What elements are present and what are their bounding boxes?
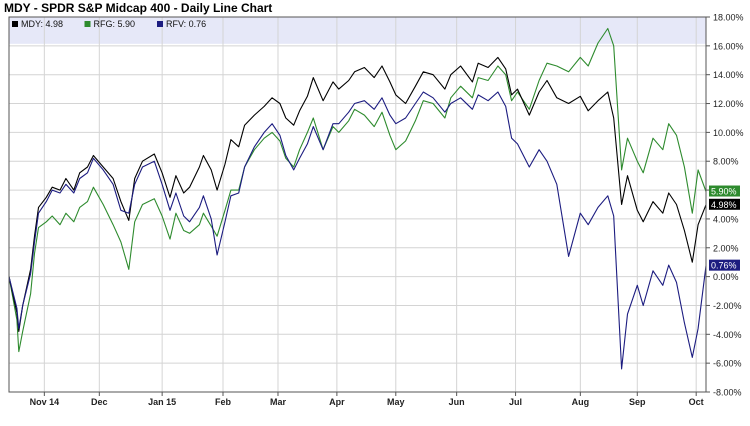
x-tick-label: Aug — [572, 397, 590, 407]
y-tick-label: 10.00% — [713, 128, 744, 138]
y-tick-label: 14.00% — [713, 70, 744, 80]
y-tick-label: 18.00% — [713, 13, 744, 23]
legend-label: RFV: 0.76 — [166, 19, 206, 29]
y-tick-label: 4.00% — [713, 214, 739, 224]
x-tick-label: Jul — [509, 397, 522, 407]
legend: MDY: 4.98 RFG: 5.90 RFV: 0.76 — [12, 19, 206, 29]
end-value-label-rfv: 0.76% — [711, 261, 737, 271]
x-tick-label: Mar — [270, 397, 287, 407]
x-tick-label: Nov 14 — [30, 397, 60, 407]
y-tick-label: 16.00% — [713, 41, 744, 51]
plot-area — [9, 17, 706, 392]
x-tick-label: Dec — [91, 397, 108, 407]
end-value-label-mdy: 4.98% — [711, 200, 737, 210]
series-line-mdy — [8, 56, 707, 332]
legend-swatch — [84, 21, 91, 27]
legend-swatch — [12, 21, 18, 27]
x-tick-label: Jan 15 — [148, 397, 176, 407]
legend-band — [9, 17, 706, 44]
x-tick-label: Feb — [215, 397, 232, 407]
y-tick-label: 2.00% — [713, 243, 739, 253]
plot-border — [8, 16, 707, 393]
end-value-tag-mdy — [709, 198, 740, 210]
end-value-tag-rfv — [709, 259, 740, 271]
x-tick-label: May — [387, 397, 405, 407]
series-line-rfv — [8, 91, 707, 370]
y-tick-label: 12.00% — [713, 99, 744, 109]
x-tick-label: Sep — [629, 397, 646, 407]
y-tick-label: 8.00% — [713, 157, 739, 167]
series-lines — [8, 27, 707, 370]
x-tick-label: Jun — [449, 397, 465, 407]
legend-swatch — [157, 21, 163, 27]
chart-title: MDY - SPDR S&P Midcap 400 - Daily Line C… — [4, 1, 273, 15]
x-tick-label: Oct — [689, 397, 704, 407]
end-value-label-rfg: 5.90% — [711, 187, 737, 197]
legend-label: MDY: 4.98 — [21, 19, 63, 29]
x-tick-label: Apr — [329, 397, 345, 407]
y-tick-label: -2.00% — [713, 301, 742, 311]
y-tick-label: -4.00% — [713, 330, 742, 340]
grid — [9, 16, 706, 393]
end-value-tag-rfg — [709, 185, 740, 197]
y-tick-label: 0.00% — [713, 272, 739, 282]
y-tick-label: -8.00% — [713, 388, 742, 398]
legend-label: RFG: 5.90 — [94, 19, 136, 29]
y-tick-label: -6.00% — [713, 359, 742, 369]
axes: 18.00%16.00%14.00%12.00%10.00%8.00%6.00%… — [8, 13, 744, 407]
